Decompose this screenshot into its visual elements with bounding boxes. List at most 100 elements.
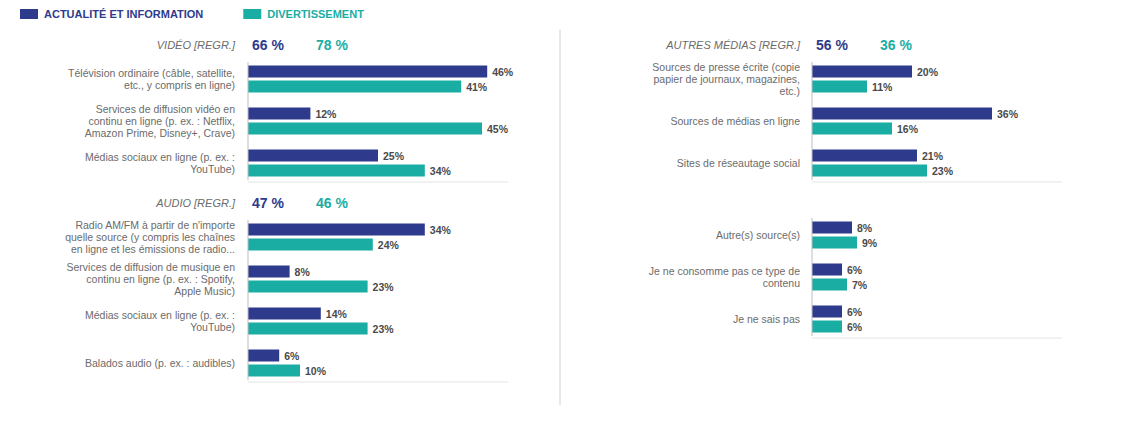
category-label: Sites de réseautage social (677, 157, 800, 169)
category-label-line: Sources de presse écrite (copie (652, 61, 800, 73)
bar (248, 266, 290, 278)
data-label: 6% (847, 264, 863, 276)
category-label: Services de diffusion de musique enconti… (67, 261, 236, 297)
category-label-line: etc.) (780, 85, 800, 97)
data-label: 12% (315, 108, 337, 120)
bar-group: VIDÉO [REGR.]66 %78 %46%41%Télévision or… (68, 37, 514, 182)
data-label: 8% (857, 222, 873, 234)
category-label: Je ne consomme pas ce type decontenu (649, 265, 800, 289)
category-label-line: continu en ligne (p. ex. : Spotify, (86, 273, 235, 285)
category-label-line: Médias sociaux en ligne (p. ex. : (85, 309, 235, 321)
section-value: 36 % (880, 37, 912, 53)
bar (812, 123, 892, 135)
category-label-line: Amazon Prime, Disney+, Crave) (85, 127, 235, 139)
bar-group: AUDIO [REGR.] 47 % 46 % 34% 24% Radio AM/FM à… (65, 195, 508, 382)
category-label-line: Balados audio (p. ex. : audibles) (85, 357, 235, 369)
category-label-line: Je ne consomme pas ce type de (649, 265, 800, 277)
bar (812, 108, 992, 120)
bar (248, 239, 373, 251)
category-label-line: YouTube) (190, 163, 235, 175)
bar (248, 323, 368, 335)
category-label-line: Radio AM/FM à partir de n'importe (75, 219, 235, 231)
category-label: Radio AM/FM à partir de n'importequelle … (65, 219, 235, 255)
bar (812, 81, 867, 93)
category-label: Médias sociaux en ligne (p. ex. :YouTube… (85, 309, 235, 333)
category-label: Je ne sais pas (733, 313, 800, 325)
bar (248, 365, 300, 377)
bar-group: 8% 9% Autre(s) source(s) 6% 7% Je ne consomme… (649, 218, 1062, 338)
category-label-line: etc., y compris en ligne) (124, 79, 235, 91)
data-label: 34% (430, 224, 452, 236)
bar (812, 165, 927, 177)
bar (812, 150, 917, 162)
category-label-line: Services de diffusion de musique en (67, 261, 236, 273)
bar (812, 66, 912, 78)
axis-baseline (248, 62, 249, 180)
axis-line (248, 382, 508, 383)
category-label-line: Je ne sais pas (733, 313, 800, 325)
data-label: 24% (378, 239, 400, 251)
data-label: 9% (862, 237, 878, 249)
category-label-line: continu en ligne (p. ex. : Netflix, (89, 115, 236, 127)
axis-baseline (812, 218, 813, 336)
category-label-line: Autre(s) source(s) (716, 229, 800, 241)
bar (812, 279, 847, 291)
bar-group: AUTRES MÉDIAS [REGR.] 56 % 36 % 20% 11% Sourc… (652, 37, 1062, 182)
bar (248, 281, 368, 293)
data-label: 21% (922, 150, 944, 162)
section-value: 46 % (316, 195, 348, 211)
category-label: Autre(s) source(s) (716, 229, 800, 241)
category-label-line: Télévision ordinaire (câble, satellite, (68, 67, 235, 79)
data-label: 23% (932, 165, 954, 177)
chart: ACTUALITÉ ET INFORMATIONDIVERTISSEMENTVI… (0, 0, 1125, 422)
data-label: 45% (487, 123, 509, 135)
section-value: 56 % (816, 37, 848, 53)
bar (812, 222, 852, 234)
data-label: 23% (373, 281, 395, 293)
data-label: 23% (373, 323, 395, 335)
data-label: 7% (852, 279, 868, 291)
bar (248, 66, 487, 78)
bar (812, 237, 857, 249)
bars (248, 66, 487, 177)
bar (812, 306, 842, 318)
category-label-line: Services de diffusion vidéo en (96, 103, 235, 115)
section-value: 47 % (252, 195, 284, 211)
category-label: Sources de presse écrite (copiepapier de… (652, 61, 800, 97)
data-label: 6% (284, 350, 300, 362)
category-label-line: contenu (763, 277, 801, 289)
category-label-line: Médias sociaux en ligne (p. ex. : (85, 151, 235, 163)
axis-line (248, 182, 508, 183)
bar (812, 321, 842, 333)
data-label: 34% (430, 165, 452, 177)
category-label-line: papier de journaux, magazines, (653, 73, 800, 85)
category-label-line: YouTube) (190, 321, 235, 333)
bar (248, 350, 279, 362)
axis-line (812, 338, 1062, 339)
bar (248, 165, 425, 177)
legend-label: ACTUALITÉ ET INFORMATION (44, 8, 203, 20)
data-label: 10% (305, 365, 327, 377)
section-value: 66 % (252, 37, 284, 53)
bars (248, 224, 425, 377)
category-label-line: Sites de réseautage social (677, 157, 800, 169)
data-label: 6% (847, 306, 863, 318)
category-label: Médias sociaux en ligne (p. ex. :YouTube… (85, 151, 235, 175)
data-label: 46% (492, 66, 514, 78)
legend-swatch (20, 9, 38, 19)
data-label: 14% (326, 308, 348, 320)
bar (248, 108, 310, 120)
bar (248, 308, 321, 320)
category-label-line: Sources de médias en ligne (670, 115, 800, 127)
bar (248, 224, 425, 236)
legend-swatch (243, 9, 261, 19)
section-header: VIDÉO [REGR.] (157, 39, 236, 51)
section-header: AUDIO [REGR.] (155, 197, 236, 209)
category-label: Télévision ordinaire (câble, satellite,e… (68, 67, 235, 91)
axis-baseline (248, 220, 249, 380)
data-label: 20% (917, 66, 939, 78)
data-label: 11% (872, 81, 893, 93)
section-header: AUTRES MÉDIAS [REGR.] (665, 39, 801, 51)
bar (248, 81, 461, 93)
data-label: 8% (295, 266, 311, 278)
